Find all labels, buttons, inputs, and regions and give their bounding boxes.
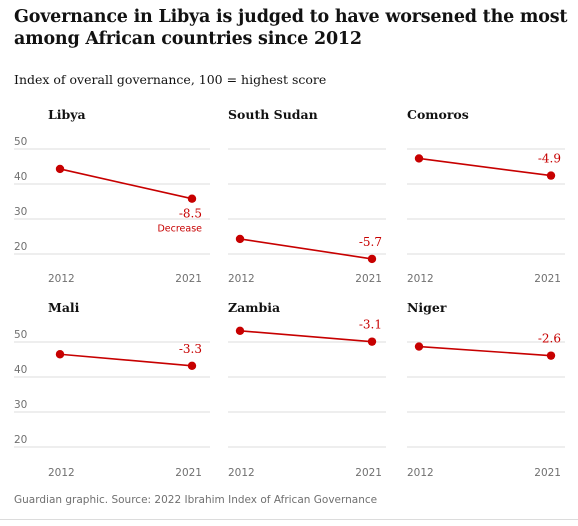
series-line-comoros	[418, 157, 552, 177]
y-tick-mali-40: 40	[14, 364, 27, 376]
y-tick-mali-20: 20	[14, 434, 27, 446]
point-libya-2012	[55, 164, 65, 174]
point-niger-2021	[546, 351, 556, 360]
point-mali-2012	[55, 350, 65, 359]
change-label-niger: -2.6	[538, 332, 561, 346]
panel-title-niger: Niger	[407, 300, 447, 315]
point-mali-2021	[187, 361, 197, 370]
point-comoros-2021	[546, 171, 556, 180]
y-tick-libya-20: 20	[14, 241, 27, 253]
change-label-comoros: -4.9	[538, 152, 561, 166]
change-label-zambia: -3.1	[359, 318, 382, 332]
x-tick-niger-1: 2021	[534, 467, 561, 479]
chart-subtitle: Index of overall governance, 100 = highe…	[14, 72, 327, 87]
chart-title: Governance in Libya is judged to have wo…	[14, 7, 568, 49]
decrease-annotation: Decrease	[157, 224, 202, 235]
small-multiples-chart: 20 30 40 50 Libya 2012 2021 -8.5 Decrease South S…	[14, 107, 565, 479]
panel-title-libya: Libya	[48, 107, 86, 122]
panel-title-south-sudan: South Sudan	[228, 107, 318, 122]
x-tick-south-sudan-1: 2021	[355, 273, 382, 285]
change-label-south-sudan: -5.7	[359, 235, 382, 249]
y-tick-libya-30: 30	[14, 206, 27, 218]
y-tick-mali-30: 30	[14, 399, 27, 411]
panel-title-zambia: Zambia	[228, 300, 280, 315]
change-label-libya: -8.5	[179, 207, 202, 221]
x-tick-libya-1: 2021	[175, 273, 202, 285]
y-tick-libya-50: 50	[14, 136, 27, 148]
point-south-sudan-2012	[235, 234, 245, 244]
x-tick-south-sudan-0: 2012	[228, 273, 255, 285]
x-tick-comoros-1: 2021	[534, 273, 561, 285]
x-tick-mali-1: 2021	[175, 467, 202, 479]
x-tick-zambia-0: 2012	[228, 467, 255, 479]
point-libya-2021	[187, 194, 197, 203]
series-line-niger	[418, 345, 552, 357]
panel-title-mali: Mali	[48, 300, 80, 315]
series-line-zambia	[239, 330, 373, 343]
series-line-south-sudan	[239, 238, 373, 260]
source-note: Guardian graphic. Source: 2022 Ibrahim I…	[14, 494, 378, 506]
point-zambia-2012	[235, 326, 245, 335]
x-tick-niger-0: 2012	[407, 467, 434, 479]
series-line-libya	[59, 168, 193, 200]
bottom-divider	[0, 519, 578, 520]
point-niger-2012	[414, 342, 424, 351]
x-tick-mali-0: 2012	[48, 467, 75, 479]
x-tick-comoros-0: 2012	[407, 273, 434, 285]
x-tick-zambia-1: 2021	[355, 467, 382, 479]
point-south-sudan-2021	[367, 254, 377, 264]
y-tick-mali-50: 50	[14, 329, 27, 341]
change-label-mali: -3.3	[179, 342, 202, 356]
panel-title-comoros: Comoros	[407, 107, 469, 122]
point-zambia-2021	[367, 337, 377, 346]
y-tick-libya-40: 40	[14, 171, 27, 183]
x-tick-libya-0: 2012	[48, 273, 75, 285]
point-comoros-2012	[414, 154, 424, 163]
series-line-mali	[59, 353, 193, 367]
